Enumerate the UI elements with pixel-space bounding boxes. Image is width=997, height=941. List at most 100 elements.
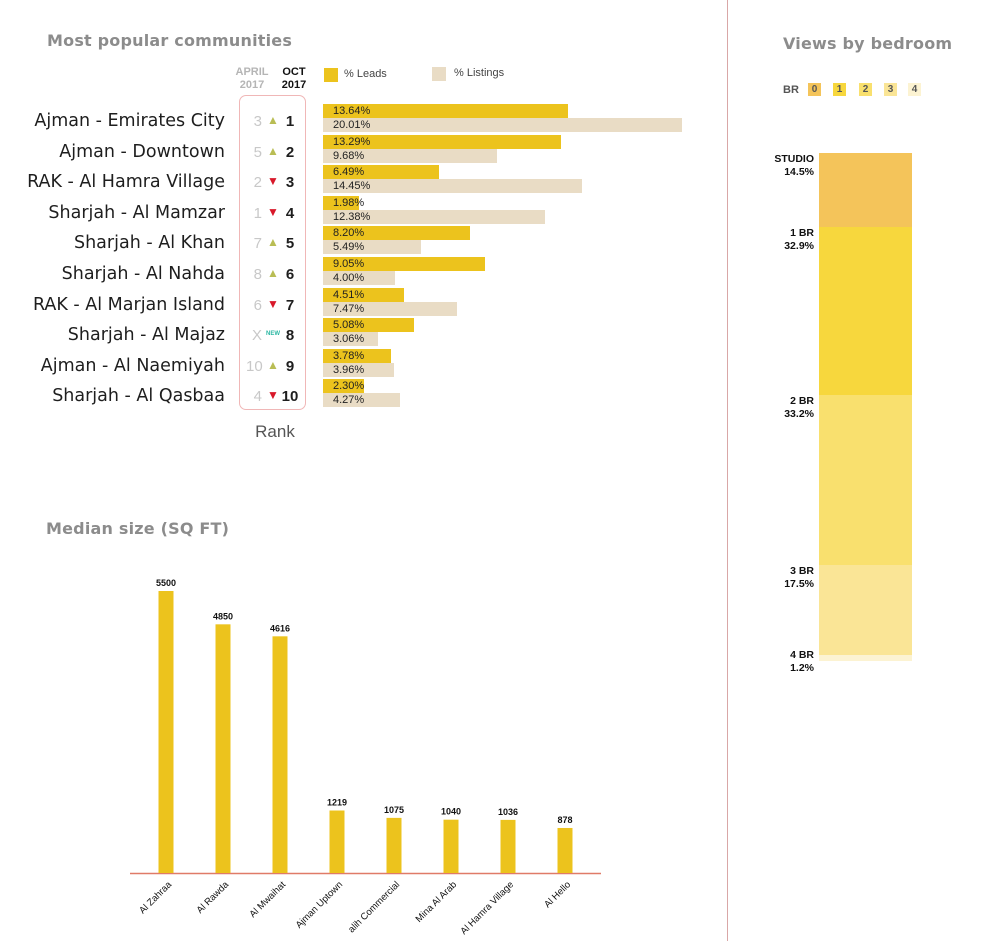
trend-up-icon: ▲ xyxy=(267,357,279,372)
leads-bar xyxy=(323,379,365,394)
leads-value-label: 6.49% xyxy=(333,166,365,179)
bedroom-legend-prefix: BR xyxy=(783,84,799,96)
leads-value-label: 13.29% xyxy=(333,135,371,148)
leads-value-label: 1.98% xyxy=(333,196,365,209)
bedroom-type: STUDIO xyxy=(774,153,814,165)
listings-value-label: 4.00% xyxy=(333,272,365,284)
rank-caption: Rank xyxy=(255,422,295,441)
median-size-bar xyxy=(158,591,174,873)
april-rank: 7 xyxy=(253,235,262,253)
bedroom-percent: 1.2% xyxy=(790,661,814,674)
median-size-category-label: alih Commercial xyxy=(346,879,402,935)
leads-bar xyxy=(323,318,415,333)
median-size-value-label: 4616 xyxy=(270,623,290,633)
listings-value-label: 3.06% xyxy=(333,333,365,346)
median-size-bar xyxy=(272,636,288,873)
rank-box xyxy=(239,95,306,410)
community-name: RAK - Al Hamra Village xyxy=(27,172,225,193)
trend-up-icon: ▲ xyxy=(267,266,279,280)
listings-value-label: 5.49% xyxy=(333,241,365,254)
median-size-category-label: Al Hamra Village xyxy=(458,879,516,937)
legend-listings-label: % Listings xyxy=(454,67,505,79)
april-rank: 4 xyxy=(253,388,262,406)
median-size-category-label: Ajman Uptown xyxy=(294,879,345,930)
median-size-bar xyxy=(215,624,231,873)
leads-value-label: 13.64% xyxy=(333,105,371,117)
median-size-category-label: Mina Al Arab xyxy=(414,879,459,924)
bedroom-legend-key: 3 xyxy=(884,83,897,96)
trend-down-icon: ▼ xyxy=(267,204,279,219)
leads-value-label: 3.78% xyxy=(333,349,365,362)
median-size-value-label: 1219 xyxy=(327,797,347,807)
april-rank: 8 xyxy=(253,266,262,283)
april-rank: 3 xyxy=(253,113,262,130)
trend-up-icon: ▲ xyxy=(267,113,279,127)
community-name: Sharjah - Al Nahda xyxy=(61,264,225,284)
median-size-value-label: 5500 xyxy=(156,578,176,588)
section-divider xyxy=(727,0,728,941)
listings-value-label: 12.38% xyxy=(333,210,371,223)
median-size-category-label: Al Zahraa xyxy=(137,879,174,916)
leads-bar xyxy=(323,195,359,210)
oct-rank: 4 xyxy=(285,204,295,222)
community-name: Sharjah - Al Qasbaa xyxy=(52,386,225,407)
bedroom-type: 3 BR xyxy=(790,565,814,578)
bedroom-title: Views by bedroom xyxy=(783,34,953,53)
trend-down-icon: ▼ xyxy=(267,388,279,403)
bedroom-segment xyxy=(819,153,912,228)
leads-value-label: 4.51% xyxy=(333,288,365,301)
median-size-category-label: Al Hello xyxy=(542,879,573,910)
community-name: Ajman - Downtown xyxy=(59,141,225,162)
trend-up-icon: ▲ xyxy=(267,143,279,158)
listings-bar xyxy=(323,179,583,194)
leads-value-label: 2.30% xyxy=(333,380,365,393)
communities-title: Most popular communities xyxy=(47,31,293,50)
community-row: Ajman - Downtown 5 ▲ 2 13.29% 9.68% xyxy=(0,134,720,165)
median-size-value-label: 4850 xyxy=(213,611,233,621)
community-name: Ajman - Emirates City xyxy=(34,111,225,131)
leads-value-label: 8.20% xyxy=(333,227,365,240)
listings-bar xyxy=(323,362,395,377)
oct-2017-header: OCT 2017 xyxy=(281,66,307,91)
listings-bar xyxy=(323,148,497,163)
listings-value-label: 7.47% xyxy=(333,302,365,315)
bedroom-label: 4 BR 1.2% xyxy=(760,649,814,675)
oct-rank: 8 xyxy=(285,327,295,345)
legend-listings-swatch xyxy=(432,67,446,81)
bedroom-percent: 33.2% xyxy=(784,408,814,421)
april-rank: 1 xyxy=(253,204,262,222)
community-row: Sharjah - Al Nahda 8 ▲ 6 9.05% 4.00% xyxy=(0,257,720,287)
oct-rank: 2 xyxy=(285,143,295,161)
legend-leads-swatch xyxy=(324,68,338,82)
community-name: RAK - Al Marjan Island xyxy=(32,294,225,315)
community-row: Ajman - Emirates City 3 ▲ 1 13.64% 20.01% xyxy=(0,104,720,134)
median-size-category-label: Al Mwaihat xyxy=(247,879,288,920)
bedroom-percent: 14.5% xyxy=(784,166,814,178)
new-badge: NEW xyxy=(266,331,280,338)
bedroom-legend-key: 0 xyxy=(808,83,821,96)
listings-bar xyxy=(323,301,458,316)
bedroom-segment xyxy=(819,227,912,396)
median-size-value-label: 1075 xyxy=(384,805,404,815)
listings-bar xyxy=(323,271,395,285)
legend-leads-label: % Leads xyxy=(344,68,387,80)
listings-value-label: 3.96% xyxy=(333,363,365,376)
listings-value-label: 4.27% xyxy=(333,394,365,407)
listings-value-label: 20.01% xyxy=(333,119,371,131)
median-size-bar xyxy=(500,819,516,873)
median-size-chart: 5500 Al Zahraa 4850 Al Rawda 4616 Al Mwaihat 1… xyxy=(130,578,601,937)
listings-bar xyxy=(323,209,546,224)
bedroom-label: 2 BR 33.2% xyxy=(760,395,814,421)
community-row: Sharjah - Al Majaz X NEW 8 5.08% 3.06% xyxy=(0,318,720,348)
listings-bar xyxy=(323,332,378,347)
bedroom-segment xyxy=(819,654,912,661)
median-size-bar xyxy=(329,810,345,873)
median-size-value-label: 1040 xyxy=(441,807,461,817)
median-size-bar xyxy=(386,817,402,873)
bedroom-percent: 32.9% xyxy=(784,240,814,253)
community-name: Sharjah - Al Khan xyxy=(73,233,225,254)
bedroom-label: 3 BR 17.5% xyxy=(760,565,814,591)
leads-bar xyxy=(323,104,568,118)
bedroom-legend-key: 4 xyxy=(908,83,921,96)
listings-value-label: 14.45% xyxy=(333,180,371,193)
